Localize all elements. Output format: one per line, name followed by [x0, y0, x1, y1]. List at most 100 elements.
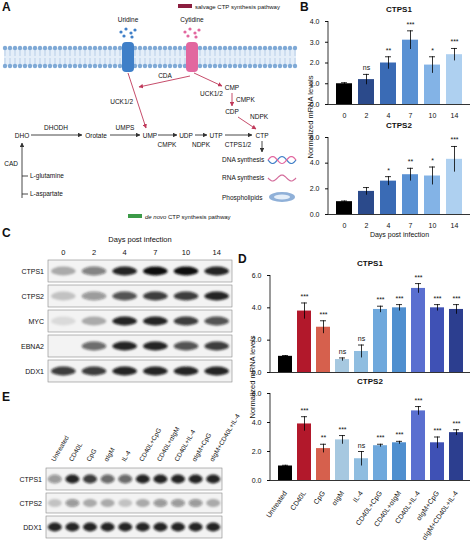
svg-text:4: 4 — [387, 112, 391, 119]
svg-text:Days post infection: Days post infection — [108, 235, 171, 244]
svg-text:αIgM+CD40L+IL-4: αIgM+CD40L+IL-4 — [208, 412, 242, 463]
svg-text:ns: ns — [358, 335, 366, 342]
svg-text:0: 0 — [343, 222, 347, 229]
svg-text:***: *** — [300, 293, 308, 300]
svg-text:***: *** — [338, 426, 346, 433]
svg-text:7: 7 — [409, 112, 413, 119]
svg-text:4: 4 — [387, 222, 391, 229]
svg-text:10: 10 — [429, 222, 437, 229]
svg-text:αIgM: αIgM — [102, 446, 116, 463]
svg-text:*: * — [431, 47, 434, 54]
svg-text:αIgM+CD40L+IL-4: αIgM+CD40L+IL-4 — [420, 490, 460, 542]
svg-text:***: *** — [300, 407, 308, 414]
svg-text:RNA synthesis: RNA synthesis — [222, 174, 265, 182]
svg-text:CTPS2: CTPS2 — [19, 500, 42, 507]
svg-text:CD40L: CD40L — [67, 441, 83, 462]
svg-text:DHO: DHO — [15, 132, 29, 139]
svg-text:7: 7 — [409, 222, 413, 229]
svg-text:14: 14 — [451, 112, 459, 119]
svg-text:DDX1: DDX1 — [23, 524, 42, 531]
svg-text:αIgM: αIgM — [330, 490, 346, 508]
svg-text:***: *** — [395, 295, 403, 302]
svg-text:4.0: 4.0 — [310, 18, 320, 25]
svg-text:6.0: 6.0 — [310, 134, 320, 141]
svg-text:***: *** — [433, 427, 441, 434]
svg-text:0: 0 — [343, 112, 347, 119]
svg-text:4.0: 4.0 — [310, 159, 320, 166]
svg-text:***: *** — [450, 136, 458, 143]
svg-text:3.0: 3.0 — [310, 38, 320, 45]
svg-text:UDP: UDP — [179, 132, 193, 139]
svg-text:ns: ns — [339, 348, 347, 355]
svg-text:2: 2 — [365, 112, 369, 119]
svg-text:***: *** — [414, 397, 422, 404]
svg-text:10: 10 — [429, 112, 437, 119]
svg-text:DNA synthesis: DNA synthesis — [222, 156, 265, 164]
svg-text:CTP: CTP — [256, 132, 269, 139]
svg-text:***: *** — [376, 296, 384, 303]
svg-text:***: *** — [452, 420, 460, 427]
svg-text:6.0: 6.0 — [252, 272, 262, 279]
svg-text:Untreated: Untreated — [265, 490, 288, 519]
svg-text:Days post infection: Days post infection — [370, 231, 429, 239]
svg-text:L-glutamine: L-glutamine — [30, 172, 64, 180]
svg-text:***: *** — [433, 295, 441, 302]
svg-text:CDP: CDP — [225, 108, 239, 115]
svg-text:10: 10 — [182, 248, 190, 257]
svg-text:0: 0 — [61, 248, 65, 257]
svg-text:CDA: CDA — [158, 72, 172, 79]
svg-text:MYC: MYC — [28, 318, 44, 325]
svg-text:***: *** — [450, 38, 458, 45]
svg-text:**: ** — [386, 47, 392, 54]
svg-text:EBNA2: EBNA2 — [21, 343, 44, 350]
svg-text:salvage CTP synthesis pathway: salvage CTP synthesis pathway — [195, 4, 280, 10]
svg-text:IL-4: IL-4 — [352, 490, 365, 504]
svg-text:L-aspartate: L-aspartate — [30, 190, 63, 198]
svg-text:0.0: 0.0 — [252, 477, 262, 484]
svg-text:2.0: 2.0 — [252, 448, 262, 455]
svg-text:CMPK: CMPK — [158, 141, 177, 148]
svg-text:Phospholipids: Phospholipids — [222, 194, 263, 202]
svg-text:***: *** — [414, 274, 422, 281]
svg-text:CTPS2: CTPS2 — [21, 293, 44, 300]
svg-text:CTPS1: CTPS1 — [19, 476, 42, 483]
svg-text:4.0: 4.0 — [252, 419, 262, 426]
svg-text:2.0: 2.0 — [310, 185, 320, 192]
svg-text:7: 7 — [153, 248, 157, 257]
svg-text:DDX1: DDX1 — [25, 368, 44, 375]
svg-text:Uridine: Uridine — [118, 16, 139, 23]
svg-text:2: 2 — [92, 248, 96, 257]
svg-text:CD40L: CD40L — [289, 490, 307, 512]
svg-text:***: *** — [395, 431, 403, 438]
svg-text:CMPK: CMPK — [236, 96, 255, 103]
svg-text:CAD: CAD — [4, 160, 18, 167]
svg-text:2.0: 2.0 — [310, 59, 320, 66]
svg-text:UTP: UTP — [210, 132, 223, 139]
svg-text:CpG: CpG — [312, 490, 327, 506]
svg-text:UMP: UMP — [143, 132, 157, 139]
svg-text:UMPS: UMPS — [116, 124, 135, 131]
svg-text:14: 14 — [212, 248, 220, 257]
svg-text:2: 2 — [365, 222, 369, 229]
svg-text:CMP: CMP — [225, 84, 239, 91]
svg-text:0.0: 0.0 — [310, 211, 320, 218]
svg-text:ns: ns — [363, 64, 371, 71]
svg-text:CTPS1/2: CTPS1/2 — [225, 141, 252, 148]
svg-text:14: 14 — [451, 222, 459, 229]
svg-text:**: ** — [321, 434, 327, 441]
svg-text:DHODH: DHODH — [44, 124, 68, 131]
svg-text:ns: ns — [358, 442, 366, 449]
svg-text:CTPS1: CTPS1 — [21, 268, 44, 275]
svg-text:CpG: CpG — [85, 447, 99, 463]
svg-text:NDPK: NDPK — [192, 141, 211, 148]
svg-text:**: ** — [408, 158, 414, 165]
svg-text:4.0: 4.0 — [252, 304, 262, 311]
svg-text:UCK1/2: UCK1/2 — [200, 90, 223, 97]
svg-text:6.0: 6.0 — [252, 390, 262, 397]
svg-text:Orotate: Orotate — [85, 132, 107, 139]
svg-text:NDPK: NDPK — [250, 113, 269, 120]
svg-text:***: *** — [406, 21, 414, 28]
svg-text:***: *** — [319, 311, 327, 318]
svg-text:Cytidine: Cytidine — [180, 16, 204, 24]
svg-text:de novo CTP synthesis pathway: de novo CTP synthesis pathway — [145, 214, 231, 220]
